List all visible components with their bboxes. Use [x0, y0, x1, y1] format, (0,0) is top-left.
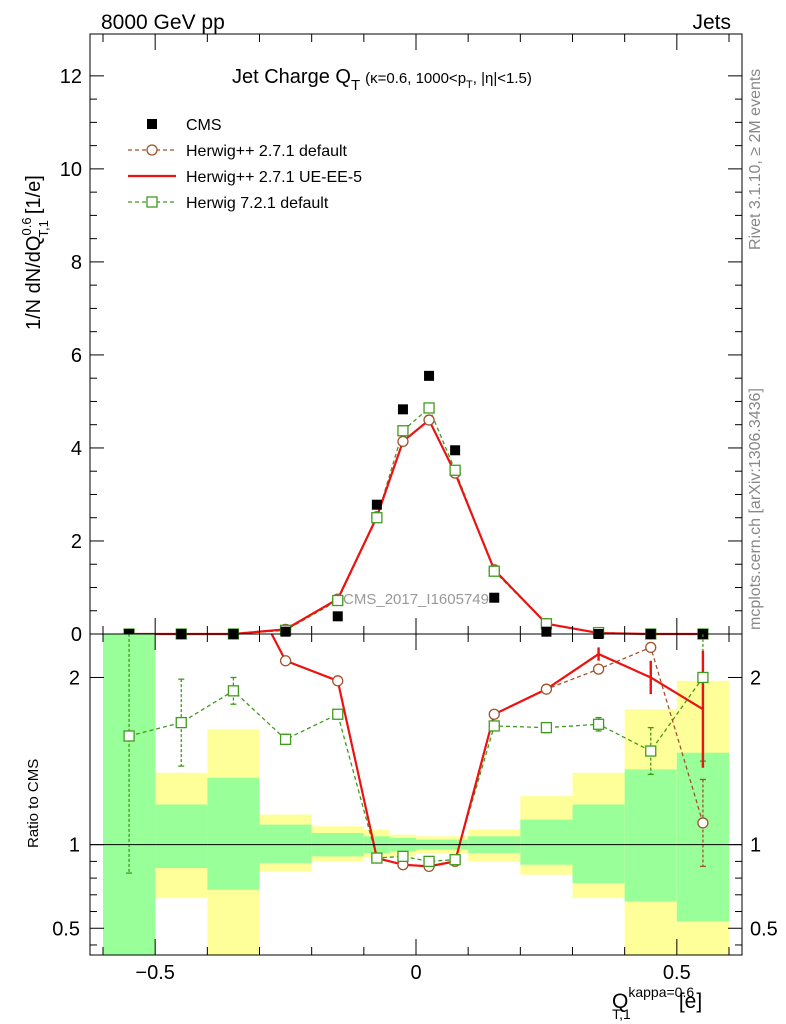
plot-title: Jet Charge QT (κ=0.6, 1000<pT, |η|<1.5) [232, 66, 532, 94]
main-point-herwig7-default [397, 425, 409, 437]
ratio-point-herwig7-default [397, 850, 409, 863]
ratio-point-herwig7-default [488, 720, 500, 732]
ratio-point-herwigpp-default [697, 817, 709, 829]
main-point-cms [489, 592, 500, 603]
legend-label: CMS [186, 117, 222, 134]
main-ytick-label: 10 [60, 159, 82, 181]
main-point-herwigpp-default [423, 414, 435, 426]
ratio-panel-axes: −0.5 0 0.5 0.5 0.5 1 1 2 2 [52, 633, 778, 984]
main-point-herwig7-default [332, 594, 344, 607]
ratio-xtick-label: 0 [410, 962, 421, 984]
ratio-point-herwig7-default [540, 721, 553, 734]
ratio-ylabel: Ratio to CMS [25, 759, 42, 848]
ratio-ytick-label-right: 1 [750, 835, 761, 857]
ratio-line-herwig7-default [128, 677, 704, 863]
green-band-11 [572, 804, 625, 884]
ratio-line-herwigpp-ueee5 [270, 634, 704, 868]
legend-label: Herwig++ 2.7.1 default [186, 143, 348, 160]
ratio-xtick-label: 0.5 [663, 962, 691, 984]
main-ytick-label: 6 [71, 345, 82, 367]
ratio-point-herwigpp-default [332, 675, 344, 687]
green-band-12 [624, 769, 677, 902]
main-point-cms [332, 611, 343, 622]
main-line-herwigpp-ueee5 [129, 418, 703, 636]
ratio-point-herwig7-default [645, 745, 657, 757]
ratio-ytick-label-right: 2 [750, 667, 761, 689]
green-band-2 [207, 777, 260, 890]
ratio-ytick-label-left: 0.5 [52, 918, 80, 940]
ratio-clipped [123, 634, 709, 874]
ratio-ytick-label-right: 0.5 [750, 918, 778, 940]
main-ytick-label: 0 [71, 624, 82, 646]
ratio-panel-marks [123, 634, 709, 874]
main-point-herwig7-default [488, 565, 500, 577]
ratio-point-herwig7-default [279, 733, 292, 745]
header-left: 8000 GeV pp [101, 11, 225, 34]
ratio-point-herwig7-default [592, 718, 605, 730]
legend-marker-herwig7-default [146, 196, 158, 208]
main-ylabel: 1/N dN/dQ0.6 T,1[1/e] [19, 175, 51, 330]
header-right: Jets [692, 11, 731, 34]
ratio-xtick-label: −0.5 [135, 962, 174, 984]
ratio-point-herwig7-default [227, 685, 240, 697]
ratio-point-herwigpp-default [488, 708, 500, 720]
green-band-1 [155, 804, 208, 869]
main-ytick-label: 12 [60, 66, 82, 88]
main-ytick-label: 8 [71, 252, 82, 274]
ratio-ytick-label-left: 2 [69, 667, 80, 689]
main-point-herwig7-default [371, 512, 383, 524]
ratio-point-herwig7-default [449, 854, 461, 866]
legend-marker-cms [147, 119, 157, 129]
side-label-top: Rivet 3.1.10, ≥ 2M events [747, 69, 764, 250]
green-band-10 [520, 819, 573, 865]
ratio-point-herwigpp-default [645, 641, 657, 654]
ratio-point-herwigpp-default [279, 655, 292, 667]
green-band-3 [259, 824, 312, 864]
ratio-point-herwig7-default [697, 671, 709, 684]
main-point-cms [280, 626, 291, 637]
legend: CMS Herwig++ 2.7.1 default Herwig++ 2.7.1 … [128, 117, 362, 212]
ratio-point-herwigpp-default [540, 683, 553, 695]
main-point-cms [397, 404, 408, 415]
ratio-point-herwig7-default [123, 730, 135, 742]
ratio-point-herwigpp-default [592, 663, 605, 675]
legend-marker-herwigpp-default [146, 144, 158, 156]
main-point-cms [424, 370, 435, 381]
legend-label: Herwig++ 2.7.1 UE-EE-5 [186, 169, 362, 186]
main-point-herwig7-default [449, 464, 461, 476]
ratio-xlabel: Qkappa=0.6 T,1[e] [612, 984, 702, 1022]
main-point-herwigpp-default [397, 435, 409, 448]
ratio-point-herwig7-default [175, 716, 187, 729]
watermark: CMS_2017_I1605749 [343, 591, 489, 608]
ratio-point-herwig7-default [423, 855, 435, 868]
main-point-cms [450, 445, 461, 456]
ratio-ytick-label-left: 1 [69, 835, 80, 857]
main-panel-axes: 0 2 4 6 8 10 12 [60, 33, 743, 646]
legend-label: Herwig 7.2.1 default [186, 195, 329, 212]
side-label-bottom: mcplots.cern.ch [arXiv:1306.3436] [747, 388, 764, 630]
ratio-point-herwig7-default [332, 708, 344, 720]
ratio-point-herwig7-default [371, 852, 383, 864]
main-ytick-label: 4 [71, 438, 82, 460]
ratio-panel-bands [103, 634, 729, 955]
main-point-herwig7-default [423, 402, 435, 414]
main-point-cms [541, 626, 552, 637]
main-ytick-label: 2 [71, 531, 82, 553]
main-point-cms [371, 499, 382, 510]
